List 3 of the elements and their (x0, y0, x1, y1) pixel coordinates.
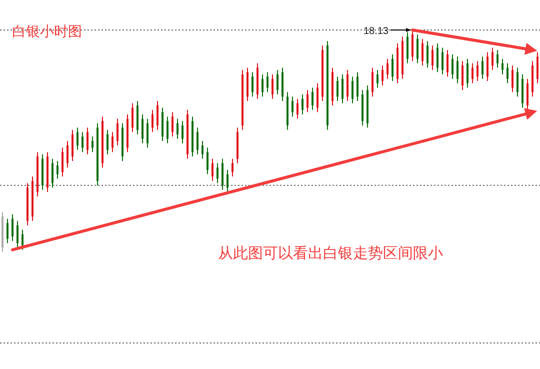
annotation: 从此图可以看出白银走势区间限小 (218, 245, 443, 262)
annotation: 18.13 (363, 26, 389, 37)
chart-title: 白银小时图 (12, 23, 82, 39)
